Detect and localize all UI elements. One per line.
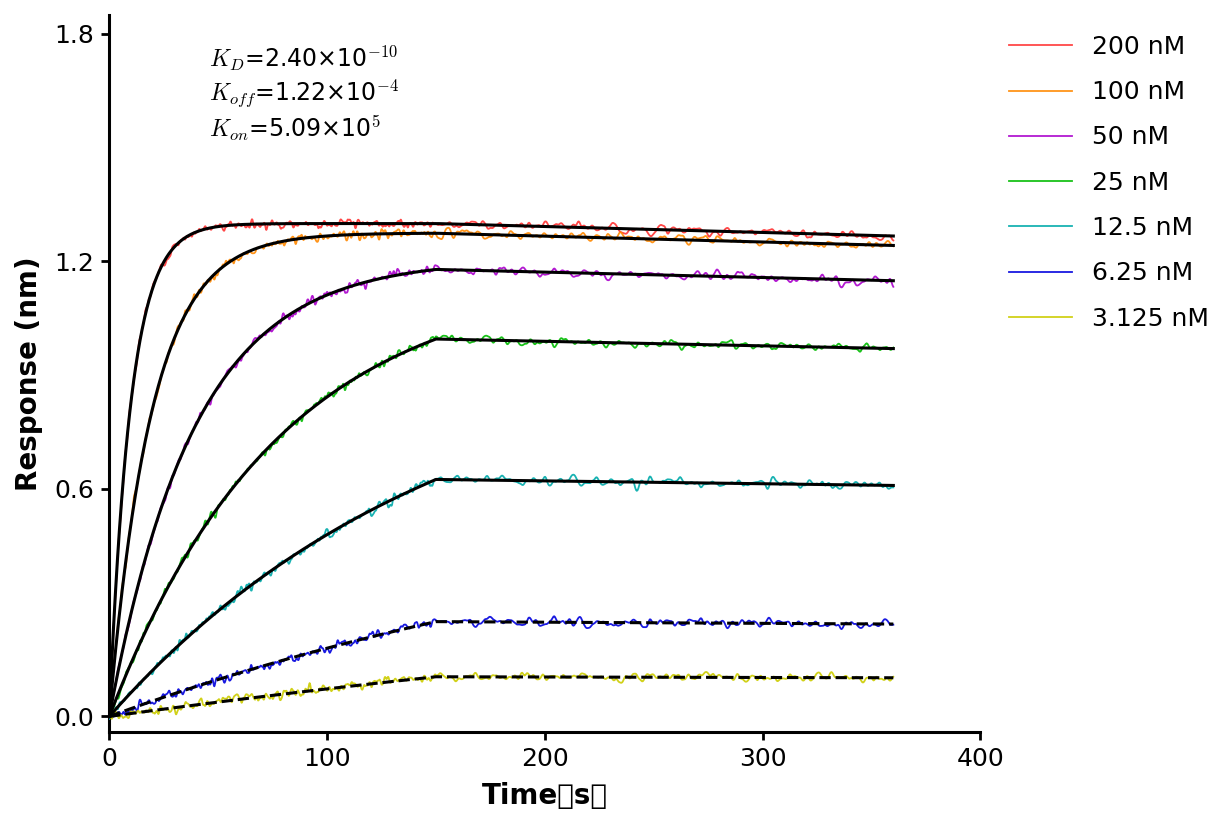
- 50 nM: [886, 282, 901, 292]
- 25 nM: [792, 342, 807, 352]
- 6.25 nM: [547, 611, 562, 621]
- 50 nM: [429, 261, 444, 271]
- 6.25 nM: [546, 611, 561, 621]
- 50 nM: [634, 270, 649, 280]
- 12.5 nM: [256, 568, 271, 577]
- 12.5 nM: [792, 483, 807, 493]
- 50 nM: [128, 590, 143, 600]
- Line: 50 nM: 50 nM: [110, 266, 893, 719]
- 100 nM: [634, 233, 649, 243]
- 100 nM: [441, 223, 456, 233]
- 25 nM: [445, 331, 460, 341]
- X-axis label: Time（s）: Time（s）: [482, 782, 607, 810]
- 50 nM: [256, 329, 271, 339]
- 50 nM: [792, 273, 807, 283]
- Legend: 200 nM, 100 nM, 50 nM, 25 nM, 12.5 nM, 6.25 nM, 3.125 nM: 200 nM, 100 nM, 50 nM, 25 nM, 12.5 nM, 6…: [1002, 27, 1216, 338]
- 100 nM: [310, 236, 325, 246]
- 25 nM: [886, 342, 901, 352]
- 3.125 nM: [102, 712, 117, 722]
- 100 nM: [128, 485, 143, 495]
- 12.5 nM: [128, 683, 143, 693]
- 200 nM: [634, 224, 649, 233]
- 3.125 nM: [257, 692, 272, 702]
- 25 nM: [546, 342, 561, 351]
- 3.125 nM: [634, 676, 649, 686]
- 12.5 nM: [310, 534, 325, 544]
- 12.5 nM: [102, 714, 117, 724]
- 200 nM: [102, 709, 117, 719]
- 3.125 nM: [129, 708, 144, 718]
- 100 nM: [102, 710, 117, 719]
- 200 nM: [257, 219, 272, 229]
- 25 nM: [634, 338, 649, 348]
- 6.25 nM: [102, 709, 117, 719]
- 25 nM: [310, 399, 325, 409]
- 6.25 nM: [312, 645, 326, 655]
- 12.5 nM: [886, 483, 901, 493]
- 3.125 nM: [312, 686, 326, 696]
- Line: 3.125 nM: 3.125 nM: [110, 672, 893, 719]
- 3.125 nM: [546, 671, 561, 681]
- Line: 25 nM: 25 nM: [110, 336, 893, 718]
- 50 nM: [546, 264, 561, 274]
- 50 nM: [102, 714, 117, 724]
- 25 nM: [128, 648, 143, 658]
- 12.5 nM: [546, 477, 561, 487]
- Y-axis label: Response (nm): Response (nm): [15, 256, 43, 491]
- Line: 6.25 nM: 6.25 nM: [110, 616, 893, 717]
- 200 nM: [546, 220, 561, 230]
- 3.125 nM: [793, 673, 808, 683]
- 50 nM: [310, 294, 325, 304]
- 6.25 nM: [106, 712, 121, 722]
- 25 nM: [256, 450, 271, 460]
- 6.25 nM: [129, 705, 144, 714]
- 3.125 nM: [105, 714, 120, 724]
- 100 nM: [792, 237, 807, 247]
- 100 nM: [546, 232, 561, 242]
- Text: $K_D$=2.40×10$^{-10}$
$K_{off}$=1.22×10$^{-4}$
$K_{on}$=5.09×10$^5$: $K_D$=2.40×10$^{-10}$ $K_{off}$=1.22×10$…: [209, 44, 400, 143]
- 100 nM: [256, 243, 271, 252]
- 6.25 nM: [793, 619, 808, 629]
- 3.125 nM: [699, 667, 713, 677]
- 6.25 nM: [257, 663, 272, 673]
- 6.25 nM: [636, 622, 650, 632]
- 25 nM: [102, 713, 117, 723]
- 12.5 nM: [565, 469, 580, 479]
- 200 nM: [128, 363, 143, 373]
- 3.125 nM: [886, 672, 901, 681]
- 200 nM: [312, 224, 326, 233]
- 6.25 nM: [886, 620, 901, 629]
- Line: 200 nM: 200 nM: [110, 219, 893, 714]
- 100 nM: [886, 241, 901, 251]
- Line: 100 nM: 100 nM: [110, 228, 893, 714]
- 200 nM: [886, 235, 901, 245]
- Line: 12.5 nM: 12.5 nM: [110, 474, 893, 719]
- 200 nM: [792, 229, 807, 238]
- 200 nM: [245, 214, 260, 224]
- 12.5 nM: [634, 476, 649, 486]
